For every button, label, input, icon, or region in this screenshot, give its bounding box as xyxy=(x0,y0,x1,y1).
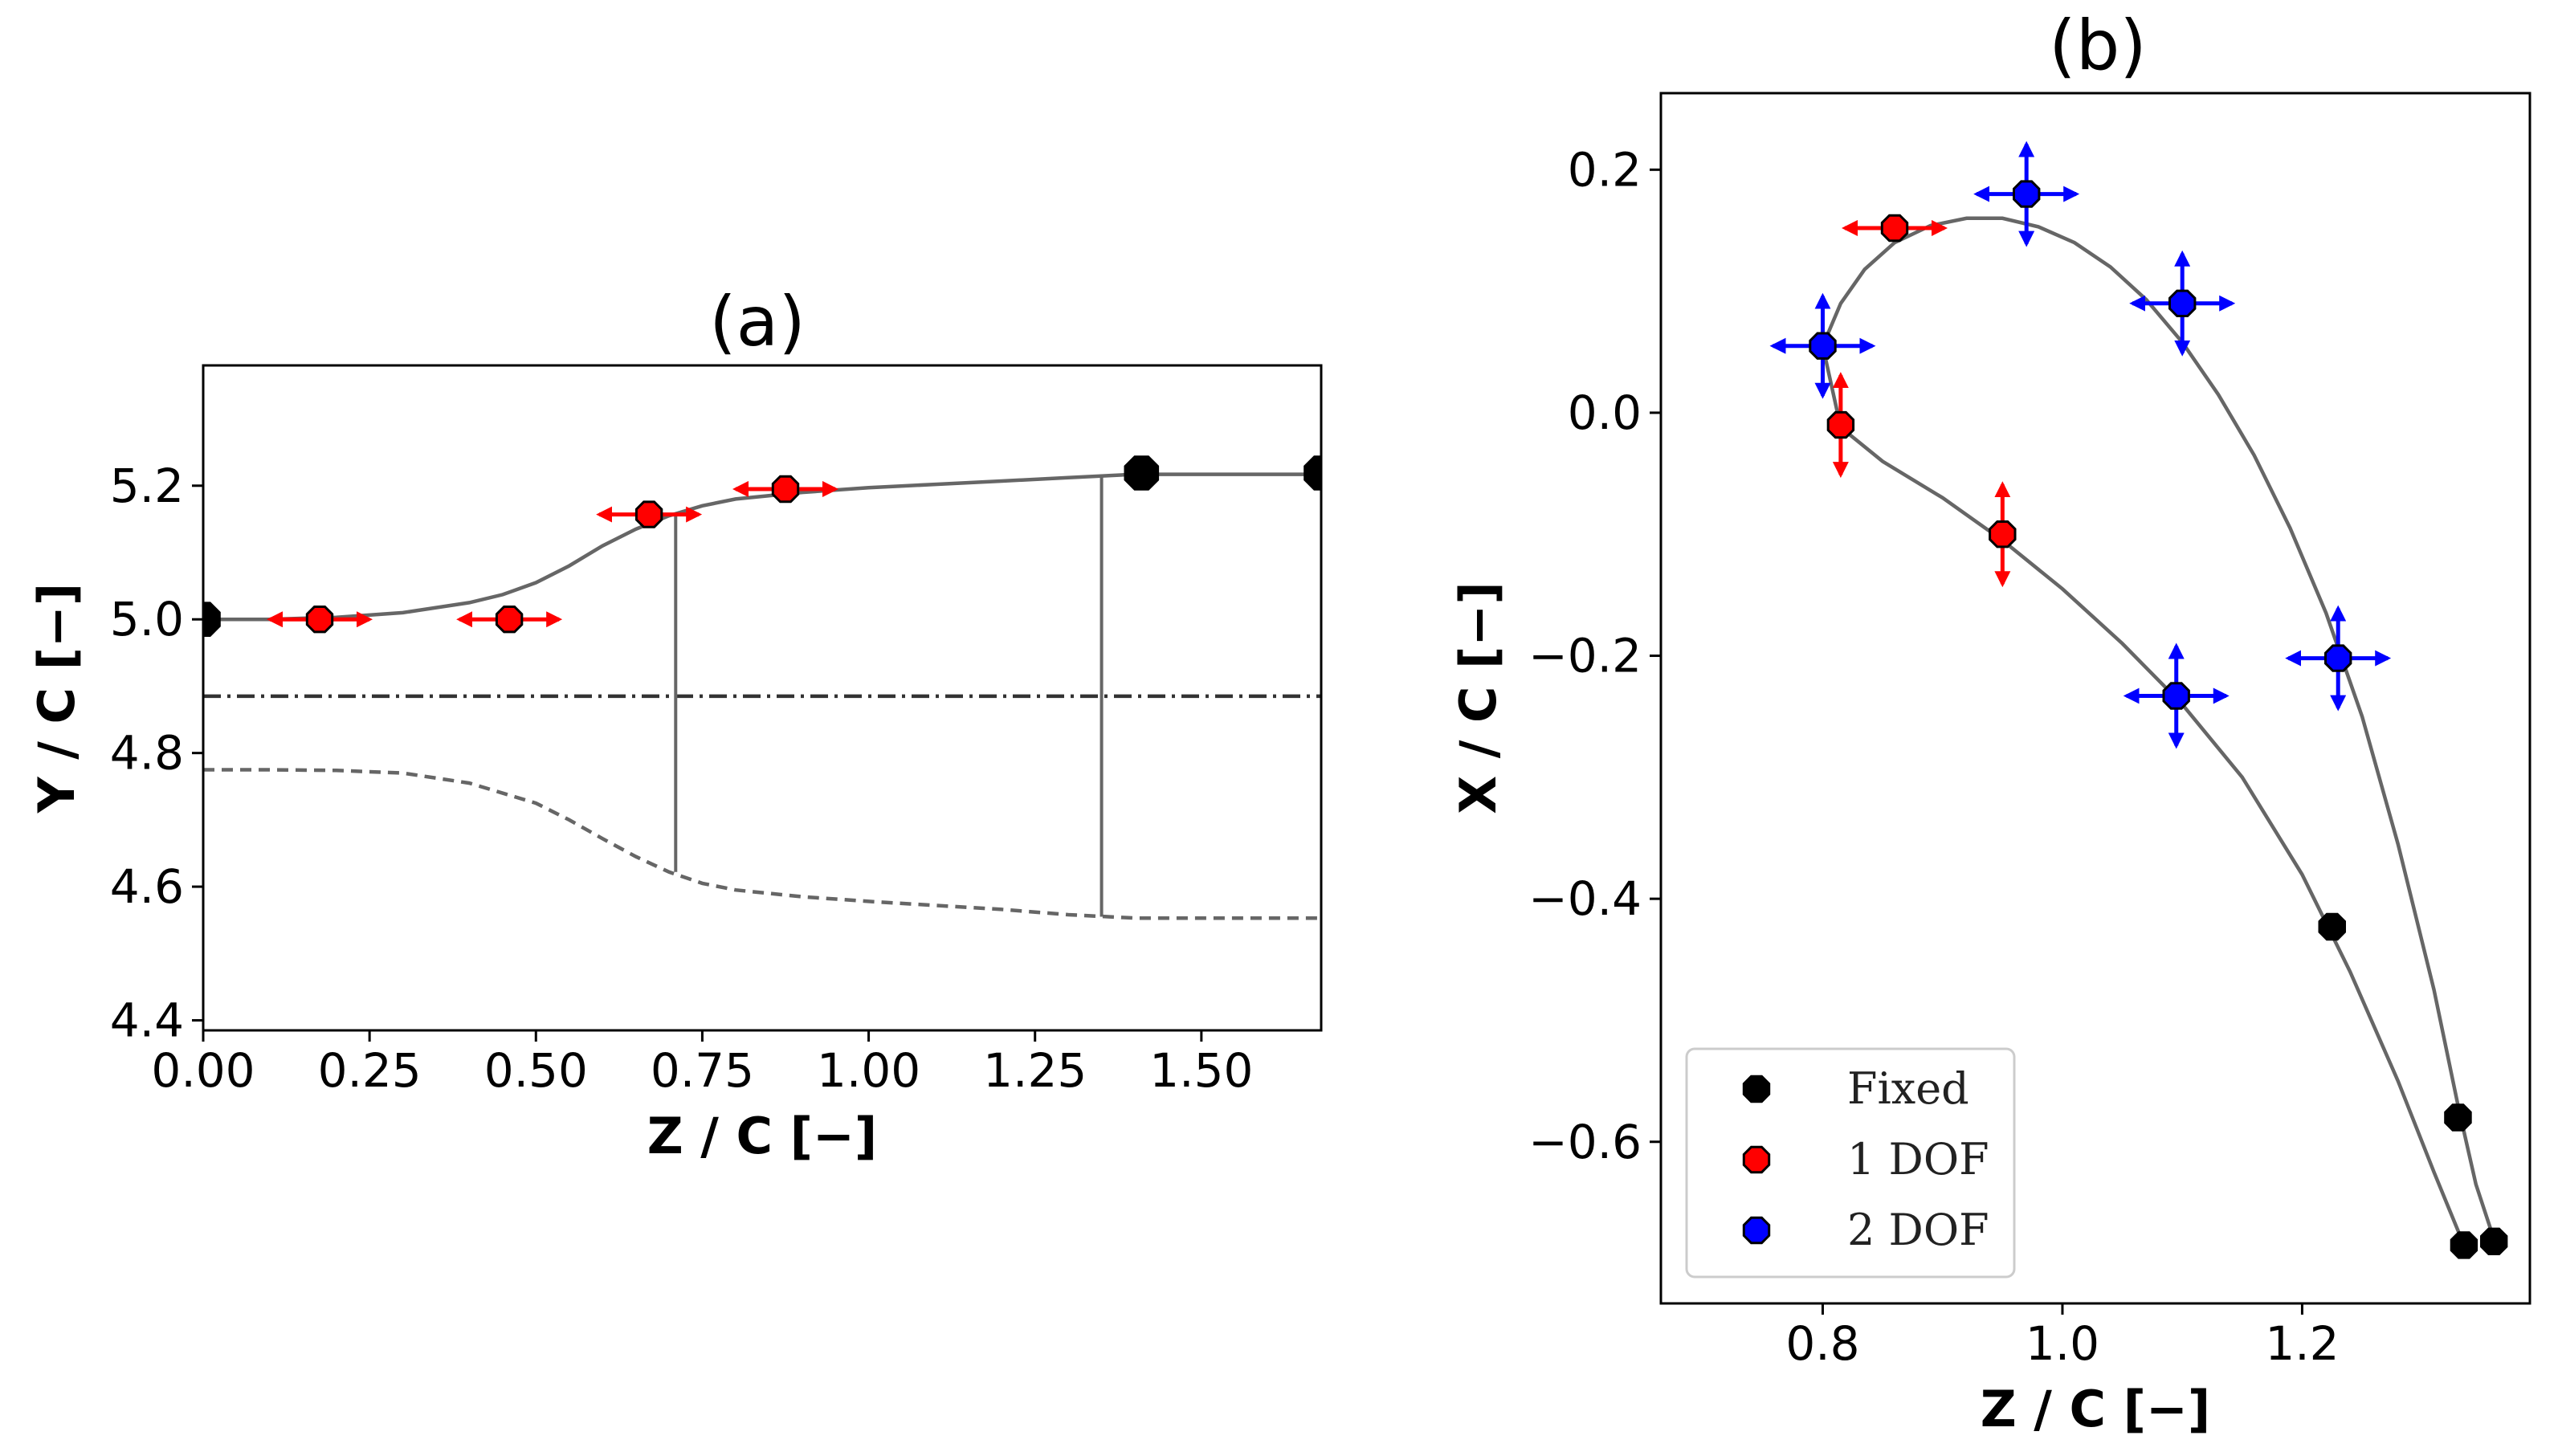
x-tick-label: 1.00 xyxy=(817,1043,920,1098)
control-point-fixed xyxy=(1303,455,1321,491)
y-tick-label: 0.2 xyxy=(1568,142,1642,197)
control-point-2-dof xyxy=(1809,332,1837,360)
control-point-1-dof xyxy=(771,475,800,504)
panel-a-plot-area xyxy=(203,455,1321,920)
panel-b-plot-area xyxy=(1769,141,2508,1259)
panel-a-x-ticks: 0.00 0.25 0.50 0.75 1.00 1.25 1.50 xyxy=(151,1030,1253,1098)
x-tick-label: 0.50 xyxy=(484,1043,588,1098)
legend-label-1dof: 1 DOF xyxy=(1847,1134,1989,1185)
panel-a-y-axis-label: Y / C [−] xyxy=(27,583,86,814)
y-tick-label: −0.6 xyxy=(1528,1115,1642,1169)
y-tick-label: −0.4 xyxy=(1528,871,1642,926)
control-point-fixed xyxy=(203,602,221,637)
y-tick-label: 5.2 xyxy=(110,459,184,513)
control-point-fixed xyxy=(2318,912,2346,941)
legend-item-fixed: Fixed xyxy=(1742,1063,1969,1114)
control-point-1-dof xyxy=(305,606,334,634)
control-point-1-dof xyxy=(1989,520,2017,549)
control-point-fixed xyxy=(2444,1103,2472,1132)
y-tick-label: 4.8 xyxy=(110,726,184,781)
legend-label-2dof: 2 DOF xyxy=(1847,1205,1989,1255)
control-point-1-dof xyxy=(1826,410,1855,439)
panel-b-x-axis-label: Z / C [−] xyxy=(1981,1380,2210,1438)
x-tick-label: 1.0 xyxy=(2026,1316,2099,1371)
x-tick-label: 1.50 xyxy=(1149,1043,1253,1098)
panel-a: (a) 0.00 0.25 0.50 0.75 1.00 1.25 1.50 4.44.64… xyxy=(27,282,1323,1165)
control-point-fixed xyxy=(2480,1227,2508,1255)
control-point-2-dof xyxy=(2168,289,2197,317)
legend-marker-fixed xyxy=(1742,1075,1771,1103)
x-tick-label: 1.2 xyxy=(2265,1316,2339,1371)
control-point-2-dof xyxy=(2013,180,2041,208)
series-line-1 xyxy=(1821,345,2466,1246)
y-tick-label: 5.0 xyxy=(110,592,184,646)
y-tick-label: −0.2 xyxy=(1528,629,1642,683)
y-tick-label: 0.0 xyxy=(1568,385,1642,440)
legend-marker-1dof xyxy=(1742,1145,1771,1174)
panel-b: (b) 0.8 1.0 1.2 −0.6 −0.4 −0.2 0.0 0.2 Z / C [… xyxy=(1449,6,2531,1438)
series-line-1 xyxy=(203,768,1321,920)
legend: Fixed 1 DOF 2 DOF xyxy=(1685,1047,2016,1279)
x-tick-label: 0.25 xyxy=(318,1043,422,1098)
legend-label-fixed: Fixed xyxy=(1847,1063,1969,1114)
legend-item-2dof: 2 DOF xyxy=(1742,1205,1989,1255)
legend-marker-2dof xyxy=(1742,1216,1771,1245)
panel-a-x-axis-label: Z / C [−] xyxy=(647,1107,877,1165)
control-point-2-dof xyxy=(2162,682,2190,710)
control-point-1-dof xyxy=(495,606,524,634)
x-tick-label: 1.25 xyxy=(983,1043,1087,1098)
y-tick-label: 4.4 xyxy=(110,993,184,1048)
panel-a-frame xyxy=(202,364,1323,1032)
legend-box xyxy=(1685,1047,2016,1279)
y-tick-label: 4.6 xyxy=(110,859,184,914)
panel-a-y-ticks: 4.4 4.6 4.8 5.0 5.2 xyxy=(110,459,203,1048)
x-tick-label: 0.8 xyxy=(1785,1316,1859,1371)
panel-b-x-ticks: 0.8 1.0 1.2 xyxy=(1785,1303,2340,1371)
control-point-1-dof xyxy=(634,500,663,528)
control-point-2-dof xyxy=(2324,644,2352,672)
panel-b-title: (b) xyxy=(2049,6,2147,86)
control-point-fixed xyxy=(2450,1231,2478,1259)
panel-b-y-axis-label: X / C [−] xyxy=(1449,581,1507,814)
x-tick-label: 0.00 xyxy=(151,1043,255,1098)
series-line-0 xyxy=(203,472,1321,622)
control-point-fixed xyxy=(1124,455,1160,491)
control-point-1-dof xyxy=(1880,214,1909,243)
panel-a-title: (a) xyxy=(709,282,806,362)
legend-item-1dof: 1 DOF xyxy=(1742,1134,1989,1185)
x-tick-label: 0.75 xyxy=(651,1043,754,1098)
panel-b-frame xyxy=(1659,92,2531,1305)
panel-b-y-ticks: −0.6 −0.4 −0.2 0.0 0.2 xyxy=(1528,142,1661,1169)
